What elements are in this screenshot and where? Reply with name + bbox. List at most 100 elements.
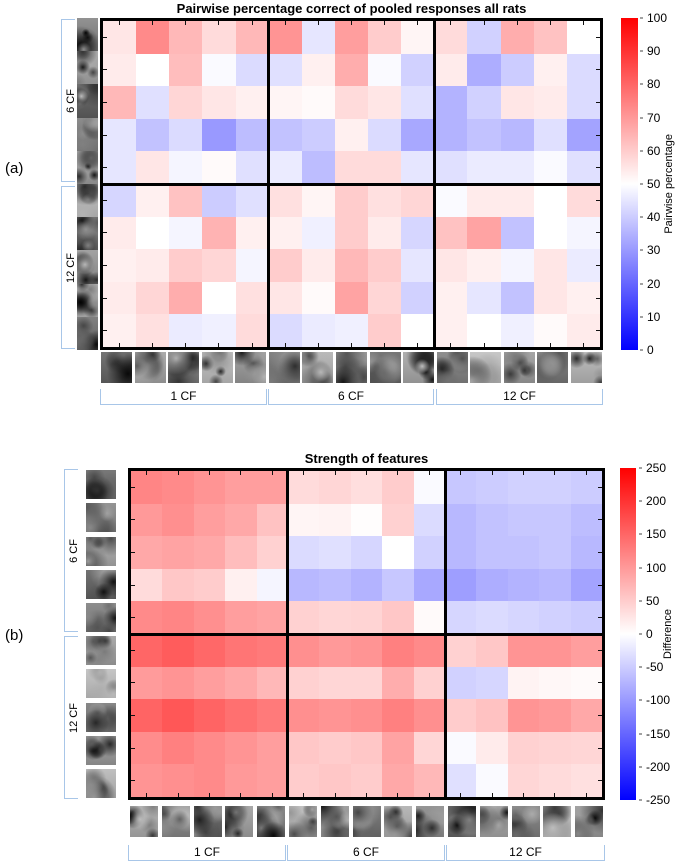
heatmap-cell — [533, 151, 567, 184]
heatmap-cell — [533, 86, 567, 119]
heatmap-cell — [401, 249, 435, 282]
heatmap-cell — [507, 471, 540, 504]
heatmap-cell — [131, 764, 163, 797]
axis-tick — [271, 471, 273, 475]
heatmap-cell — [434, 314, 468, 347]
axis-tick — [334, 471, 336, 475]
axis-tick — [131, 715, 135, 716]
axis-tick — [131, 780, 135, 782]
heatmap-cell — [136, 314, 170, 347]
heatmap-cell — [476, 699, 508, 732]
heatmap-cell — [193, 699, 226, 732]
heatmap-cell — [301, 21, 335, 54]
colorbar-tick-label: 40 — [647, 210, 661, 225]
heatmap-cell — [169, 281, 203, 315]
axis-tick — [491, 793, 493, 797]
heatmap-cell — [507, 699, 540, 732]
heatmap-cell — [169, 53, 203, 87]
face-thumbnail — [77, 117, 98, 151]
feature-thumbnail — [479, 806, 508, 837]
colorbar-tick-label: 100 — [647, 11, 668, 25]
panel-a-colorbar — [621, 18, 638, 350]
panel-a-heatmap-grid — [103, 21, 600, 347]
heatmap-cell — [413, 731, 445, 765]
panel-a-col-group-label-12cf: 12 CF — [503, 389, 536, 403]
feature-thumbnail — [257, 806, 286, 837]
panel-a-label: (a) — [5, 160, 24, 177]
heatmap-cell — [539, 568, 571, 602]
heatmap-cell — [103, 53, 137, 87]
heatmap-cell — [539, 471, 571, 504]
heatmap-cell — [235, 314, 269, 347]
heatmap-cell — [235, 249, 269, 282]
heatmap-cell — [570, 536, 602, 569]
colorbar-tickmark — [640, 17, 643, 19]
heatmap-cell — [566, 183, 600, 217]
heatmap-cell — [382, 503, 414, 537]
heatmap-cell — [500, 151, 534, 184]
axis-tick — [103, 232, 107, 234]
heatmap-cell — [467, 216, 501, 250]
axis-tick — [549, 21, 551, 25]
feature-thumbnail — [235, 352, 267, 383]
heatmap-cell — [131, 503, 163, 537]
panel-a-row-group-label-6cf: 6 CF — [65, 88, 77, 113]
axis-tick — [218, 21, 220, 25]
heatmap-cell — [434, 183, 468, 217]
colorbar-tick-label: 10 — [647, 309, 661, 324]
axis-tick — [218, 343, 220, 347]
heatmap-cell — [533, 118, 567, 152]
axis-tick — [554, 471, 556, 475]
heatmap-cell — [169, 216, 203, 250]
heatmap-cell — [382, 699, 414, 732]
heatmap-cell — [539, 666, 571, 700]
heatmap-cell — [507, 764, 540, 797]
heatmap-cell — [368, 281, 402, 315]
axis-tick — [598, 715, 602, 716]
axis-tick — [152, 343, 154, 347]
axis-tick — [460, 471, 462, 475]
heatmap-cell — [162, 666, 194, 700]
heatmap-cell — [319, 666, 351, 700]
heatmap-cell — [467, 249, 501, 282]
heatmap-cell — [500, 86, 534, 119]
heatmap-cell — [301, 216, 335, 250]
axis-tick — [483, 21, 485, 25]
heatmap-cell — [202, 281, 236, 315]
heatmap-cell — [413, 503, 445, 537]
heatmap-cell — [434, 216, 468, 250]
colorbar-tick-label: 50 — [646, 593, 660, 608]
colorbar-tick-label: 200 — [646, 494, 667, 509]
feature-thumbnail — [570, 352, 602, 383]
colorbar-tick-label: -200 — [646, 759, 671, 774]
heatmap-cell — [193, 764, 226, 797]
panel-b-col-thumbnails — [128, 806, 605, 839]
heatmap-cell — [334, 249, 369, 282]
axis-tick — [103, 167, 107, 169]
heatmap-cell — [507, 666, 540, 700]
axis-tick — [271, 793, 273, 797]
axis-tick — [131, 617, 135, 619]
feature-thumbnail — [201, 352, 233, 383]
panel-a-col-bracket-1cf: 1 CF — [100, 389, 267, 405]
heatmap-cell — [434, 249, 468, 282]
heatmap-cell — [131, 471, 163, 504]
heatmap-cell — [169, 118, 203, 152]
heatmap-cell — [202, 183, 236, 217]
heatmap-cell — [136, 53, 170, 87]
heatmap-cell — [193, 666, 226, 700]
feature-thumbnail — [403, 352, 435, 383]
heatmap-cell — [136, 249, 170, 282]
panel-b-title: Strength of features — [304, 451, 429, 466]
heatmap-cell — [131, 568, 163, 602]
heatmap-cell — [319, 601, 351, 634]
heatmap-cell — [103, 281, 137, 315]
axis-tick — [131, 486, 135, 488]
heatmap-cell — [162, 536, 194, 569]
axis-tick — [119, 21, 121, 25]
heatmap-cell — [319, 731, 351, 765]
heatmap-cell — [334, 86, 369, 119]
heatmap-cell — [268, 53, 302, 87]
heatmap-cell — [225, 471, 257, 504]
heatmap-cell — [566, 216, 600, 250]
